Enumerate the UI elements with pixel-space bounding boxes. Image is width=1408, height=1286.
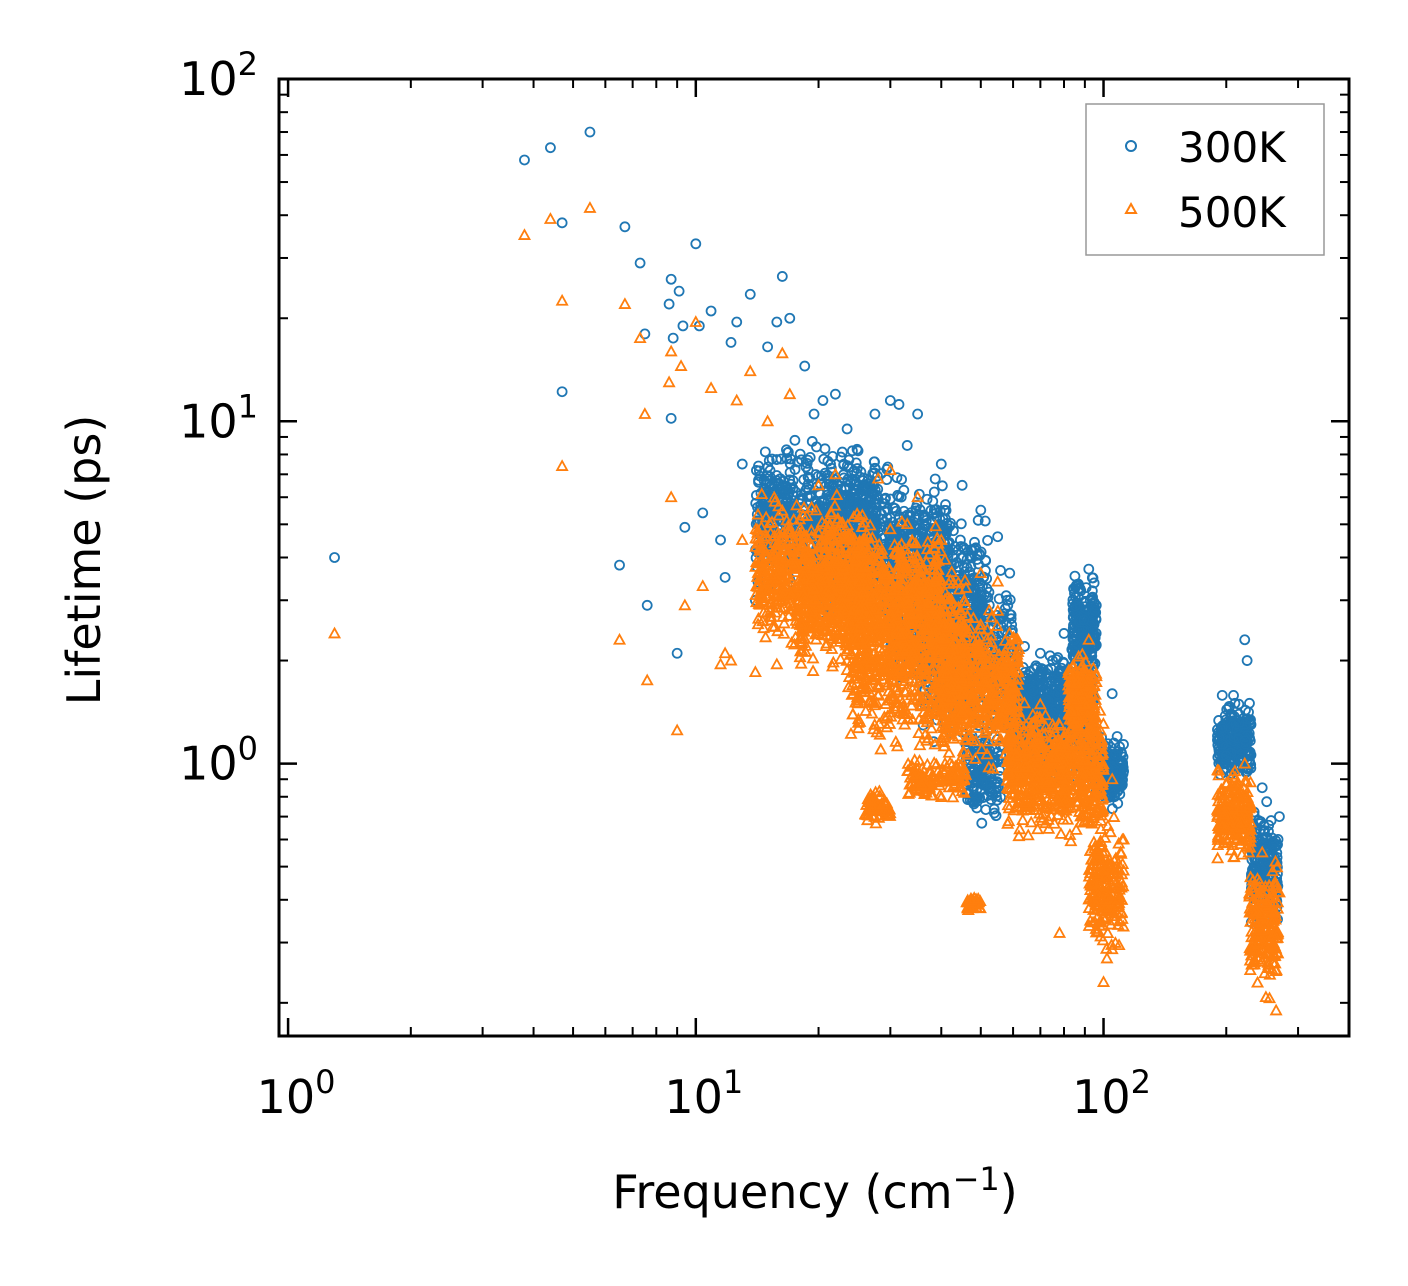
data-point-300K bbox=[822, 486, 834, 497]
data-point-300K bbox=[971, 783, 983, 795]
data-point-300K bbox=[977, 792, 989, 803]
data-point-300K bbox=[753, 465, 765, 477]
data-point-300K bbox=[872, 493, 884, 505]
data-point-300K bbox=[785, 453, 797, 465]
data-point-300K bbox=[759, 482, 771, 494]
data-point-300K bbox=[794, 448, 806, 460]
data-point-300K bbox=[929, 473, 941, 485]
data-point-300K bbox=[972, 514, 984, 526]
data-point-300K bbox=[1006, 619, 1018, 631]
data-point-300K bbox=[869, 462, 881, 474]
data-point-300K bbox=[990, 810, 1002, 822]
data-point-300K bbox=[977, 596, 988, 607]
data-point-300K bbox=[969, 536, 980, 548]
data-point-300K bbox=[865, 487, 877, 499]
data-point-300K bbox=[842, 476, 854, 488]
data-point-300K bbox=[982, 534, 993, 546]
data-point-300K bbox=[782, 447, 793, 459]
data-point-300K bbox=[913, 488, 925, 500]
data-point-300K bbox=[947, 525, 959, 537]
data-point-300K bbox=[1004, 567, 1016, 579]
data-point-300K bbox=[810, 469, 822, 480]
data-point-300K bbox=[753, 460, 764, 472]
data-point-300K bbox=[983, 586, 995, 598]
data-point-300K bbox=[958, 542, 969, 553]
data-point-300K bbox=[802, 454, 814, 466]
data-point-300K bbox=[898, 484, 910, 496]
data-point-300K bbox=[917, 523, 929, 535]
data-point-300K bbox=[804, 451, 816, 463]
data-point-300K bbox=[875, 508, 887, 520]
data-point-300K bbox=[955, 518, 967, 530]
data-point-300K bbox=[761, 507, 773, 519]
data-point-300K bbox=[981, 776, 993, 788]
data-point-300K bbox=[868, 456, 880, 468]
data-point-300K bbox=[953, 589, 965, 601]
data-point-300K bbox=[759, 446, 771, 458]
data-point-300K bbox=[872, 526, 884, 538]
data-point-300K bbox=[798, 474, 810, 486]
data-point-300K bbox=[998, 608, 1009, 620]
data-point-300K bbox=[879, 505, 890, 517]
data-point-300K bbox=[836, 446, 848, 458]
data-point-300K bbox=[781, 482, 792, 494]
data-point-300K bbox=[928, 486, 940, 498]
data-points bbox=[328, 126, 1286, 1016]
data-point-300K bbox=[974, 549, 986, 561]
data-point-300K bbox=[993, 593, 1005, 605]
data-point-300K bbox=[955, 552, 967, 564]
data-point-300K bbox=[781, 453, 793, 465]
data-point-300K bbox=[879, 493, 891, 505]
data-point-300K bbox=[963, 585, 975, 597]
data-point-300K bbox=[984, 779, 995, 791]
data-point-300K bbox=[890, 505, 902, 517]
data-point-300K bbox=[995, 565, 1006, 576]
data-point-300K bbox=[846, 445, 858, 457]
data-point-300K bbox=[835, 451, 847, 463]
data-point-300K bbox=[938, 565, 950, 577]
data-point-300K bbox=[841, 460, 853, 472]
data-point-300K bbox=[855, 466, 867, 478]
data-point-300K bbox=[976, 817, 988, 829]
data-point-300K bbox=[754, 470, 766, 482]
data-point-300K bbox=[771, 454, 783, 465]
data-point-300K bbox=[1053, 667, 1064, 679]
data-point-300K bbox=[857, 497, 869, 509]
data-point-300K bbox=[976, 777, 988, 789]
data-point-300K bbox=[910, 505, 922, 517]
data-point-300K bbox=[979, 515, 991, 527]
data-point-300K bbox=[806, 436, 818, 447]
data-point-300K bbox=[971, 598, 983, 609]
data-point-300K bbox=[764, 465, 776, 476]
data-point-300K bbox=[992, 755, 1004, 766]
data-point-300K bbox=[980, 804, 992, 816]
data-point-300K bbox=[750, 489, 762, 501]
data-point-300K bbox=[990, 787, 1002, 799]
data-point-300K bbox=[858, 472, 870, 484]
data-point-300K bbox=[930, 507, 942, 519]
data-point-300K bbox=[891, 472, 903, 484]
data-point-300K bbox=[830, 496, 842, 508]
data-point-300K bbox=[819, 443, 831, 455]
data-point-300K bbox=[787, 500, 799, 512]
data-point-300K bbox=[940, 499, 951, 510]
data-point-300K bbox=[818, 453, 830, 465]
data-point-300K bbox=[969, 796, 980, 808]
data-point-300K bbox=[824, 491, 836, 502]
data-point-300K bbox=[1021, 672, 1032, 684]
data-point-300K bbox=[936, 480, 948, 492]
data-point-300K bbox=[918, 510, 930, 522]
